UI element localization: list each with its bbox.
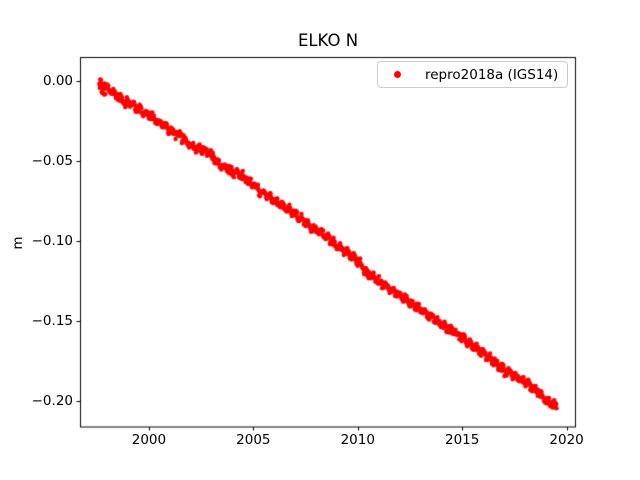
y-tick-label: −0.20 bbox=[31, 393, 73, 410]
chart-title: ELKO N bbox=[297, 31, 359, 50]
legend: repro2018a (IGS14) bbox=[377, 61, 568, 88]
legend-entry-label: repro2018a (IGS14) bbox=[425, 66, 559, 83]
y-tick-label: −0.10 bbox=[31, 233, 73, 250]
x-tick-label: 2015 bbox=[444, 432, 480, 448]
x-tick-label: 2000 bbox=[131, 432, 167, 448]
y-tick-label: −0.05 bbox=[31, 153, 73, 170]
legend-marker-dot-icon bbox=[394, 71, 401, 78]
x-tick-label: 2005 bbox=[236, 432, 271, 448]
y-tick-label: 0.00 bbox=[42, 73, 73, 90]
x-tick-label: 2010 bbox=[340, 432, 375, 448]
y-tick-label: −0.15 bbox=[31, 313, 73, 330]
x-tick-label: 2020 bbox=[549, 432, 584, 448]
